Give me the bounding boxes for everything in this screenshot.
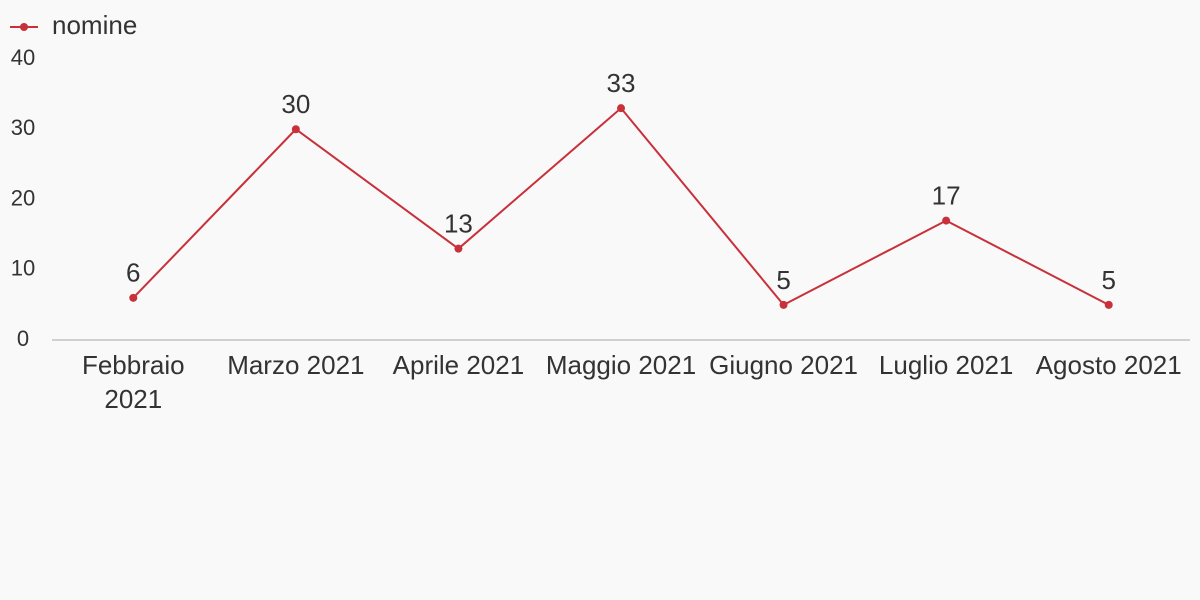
point (942, 216, 951, 225)
x-tick-label: Aprile 2021 (392, 350, 525, 380)
data-label: 5 (776, 265, 790, 295)
x-tick-label: Maggio 2021 (545, 350, 697, 380)
point (1104, 300, 1113, 309)
y-tick-label: 30 (11, 115, 35, 140)
point (617, 104, 625, 113)
x-tick-label: Agosto 2021 (1035, 350, 1182, 380)
y-tick-label: 40 (11, 45, 35, 70)
data-label: 6 (126, 258, 140, 288)
y-tick-label: 20 (11, 185, 35, 210)
data-label: 33 (607, 68, 636, 98)
y-tick-label: 0 (17, 326, 29, 351)
data-label: 5 (1101, 265, 1115, 295)
legend-marker (20, 23, 28, 31)
data-label: 17 (932, 180, 961, 210)
x-tick-label: Febbraio 2021 (81, 350, 185, 414)
line (132, 106, 1110, 307)
point (129, 293, 138, 302)
point (291, 125, 300, 134)
x-tick-label: Marzo 2021 (227, 350, 365, 380)
point (454, 244, 463, 253)
data-label: 30 (281, 89, 310, 119)
legend-label: nomine (52, 10, 137, 40)
y-tick-label: 10 (11, 256, 35, 281)
x-tick-label: Luglio 2021 (878, 350, 1014, 380)
x-tick-label: Giugno 2021 (709, 350, 859, 380)
data-label: 13 (444, 209, 473, 239)
point (779, 300, 788, 309)
